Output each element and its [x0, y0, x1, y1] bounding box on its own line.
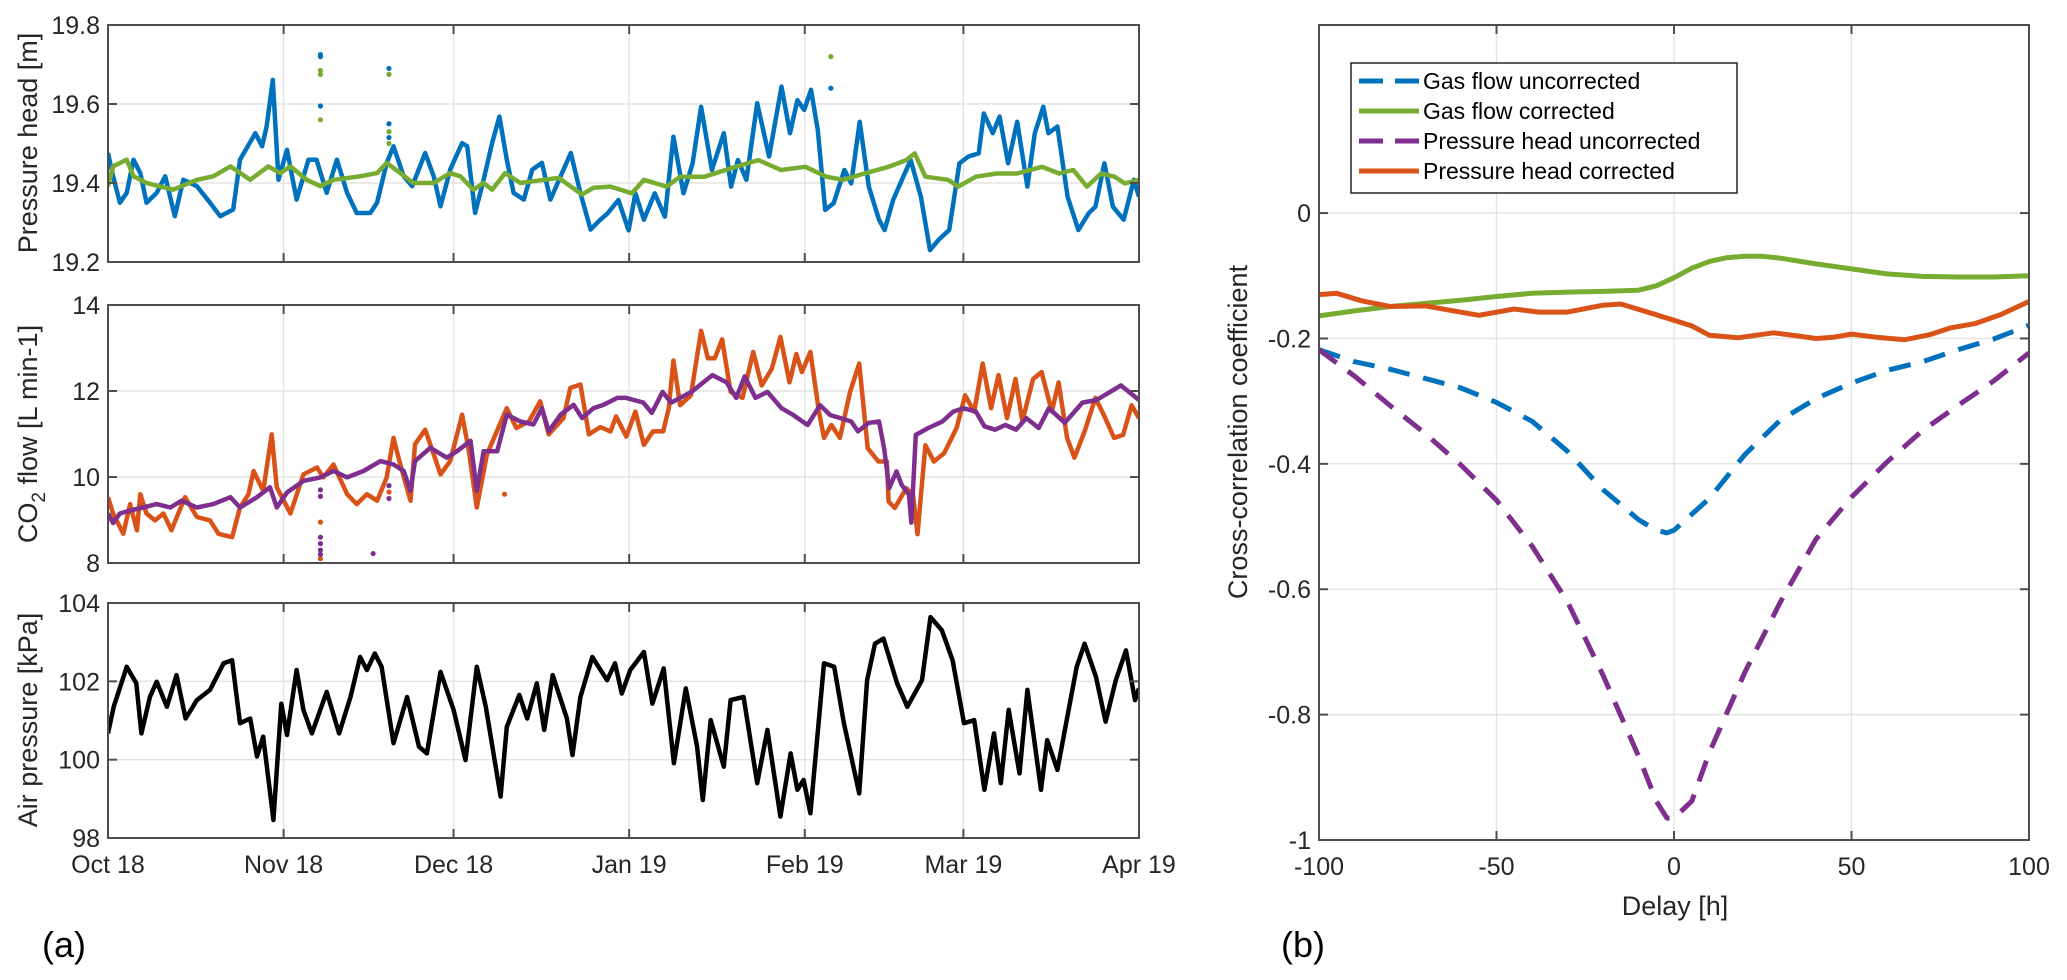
axes-frame: [107, 24, 1140, 263]
y-axis-label-co2-main: CO: [13, 503, 43, 544]
outlier-point: [386, 140, 392, 147]
y-tick-label: 100: [58, 747, 100, 775]
axes-frame: [107, 602, 1140, 839]
outlier-point: [501, 491, 508, 497]
outlier-point: [386, 71, 392, 77]
x-axis-label-delay: Delay [h]: [1622, 891, 1729, 921]
outlier-point: [317, 534, 324, 540]
x-tick-label: Feb 19: [766, 851, 844, 879]
outlier-point: [317, 71, 324, 77]
y-tick-label: 10: [72, 464, 100, 492]
y-tick-label: -0.2: [1268, 325, 1311, 353]
outlier-point: [386, 495, 392, 502]
legend-label: Pressure head uncorrected: [1423, 128, 1700, 154]
y-axis-label-co2-flow: CO2 flow [L min-1]: [13, 325, 50, 543]
outlier-point: [317, 117, 324, 123]
y-tick-label: -0.6: [1268, 576, 1311, 604]
y-tick-label: 19.4: [51, 170, 100, 198]
legend-label: Pressure head corrected: [1423, 158, 1675, 184]
outlier-point: [386, 65, 392, 72]
y-tick-label: 102: [58, 668, 100, 696]
outlier-point: [386, 483, 392, 489]
y-tick-label: 104: [58, 590, 100, 618]
y-tick-label: 12: [72, 378, 100, 406]
x-tick-label: 0: [1667, 853, 1681, 881]
x-tick-label: Apr 19: [1102, 851, 1176, 879]
y-axis-label-air-pressure: Air pressure [kPa]: [13, 613, 43, 828]
outlier-point: [317, 67, 324, 74]
outlier-point: [317, 556, 324, 562]
x-tick-label: 50: [1838, 853, 1866, 881]
series-line-gas-flow-corrected: [1319, 253, 2029, 319]
y-axis-label-co2-sub: 2: [29, 492, 50, 503]
series-line-co2-flow-orange-: [108, 328, 1139, 540]
y-tick-label: 19.6: [51, 91, 100, 119]
series-line-pressure-head-uncorrected-blue-: [108, 77, 1139, 253]
panel-cross_correlation: -100 -50 0 50 100 -1 -0.8 -0.6 -0.4 -0.2 0: [1268, 24, 2050, 881]
y-tick-label: 98: [72, 825, 100, 853]
legend: Gas flow uncorrected Gas flow corrected Pr…: [1350, 62, 1738, 194]
series-line-pressure-head-corrected-green-: [108, 151, 1139, 197]
panel-label-a: (a): [42, 924, 86, 965]
series-line-gas-flow-uncorrected: [1319, 322, 2029, 536]
outlier-point: [317, 551, 324, 558]
outlier-point: [317, 103, 324, 109]
x-tick-label: Mar 19: [924, 851, 1002, 879]
y-tick-label: -1: [1289, 827, 1311, 855]
outlier-point: [370, 550, 376, 557]
y-tick-label: 14: [72, 292, 100, 320]
x-tick-label: Jan 19: [592, 851, 667, 879]
outlier-point: [317, 54, 324, 60]
y-axis-label-pressure-head: Pressure head [m]: [13, 33, 43, 254]
x-tick-label: -50: [1478, 853, 1514, 881]
outlier-point: [386, 129, 392, 135]
series-line-pressure-head-corrected: [1319, 290, 2029, 343]
x-tick-label: 100: [2008, 853, 2050, 881]
y-tick-label: -0.4: [1268, 451, 1311, 479]
series-line-air-pressure: [108, 614, 1139, 823]
legend-label: Gas flow corrected: [1423, 98, 1615, 124]
outlier-point: [828, 54, 834, 60]
y-axis-label-co2-rest: flow [L min-1]: [13, 325, 43, 492]
outlier-point: [317, 547, 324, 553]
x-tick-label: Nov 18: [244, 851, 323, 879]
outlier-point: [386, 489, 392, 495]
outlier-point: [386, 134, 392, 141]
panel-co2_flow: 8 10 12 14: [72, 292, 1140, 578]
x-tick-label: Dec 18: [414, 851, 493, 879]
panel-air_pressure: Oct 18 Nov 18 Dec 18 Jan 19 Feb 19 Mar 19 Apr …: [58, 590, 1176, 879]
legend-label: Gas flow uncorrected: [1423, 68, 1640, 94]
outlier-point: [828, 85, 834, 91]
outlier-point: [317, 519, 324, 525]
axes-frame: [107, 304, 1140, 564]
x-tick-label: -100: [1294, 853, 1344, 881]
x-tick-label: Oct 18: [71, 851, 145, 879]
panel-label-b: (b): [1281, 924, 1325, 965]
panel-pressure_head: 19.2 19.4 19.6 19.8: [51, 12, 1140, 277]
y-tick-label: 0: [1297, 200, 1311, 228]
y-tick-label: 19.2: [51, 249, 100, 277]
y-axis-label-cross-correlation: Cross-correlation coefficient: [1223, 264, 1253, 599]
outlier-point: [317, 487, 324, 493]
outlier-point: [317, 541, 324, 547]
outlier-point: [386, 121, 392, 127]
y-tick-label: 8: [86, 550, 100, 578]
series-line-co2-flow-purple-: [108, 372, 1139, 526]
y-tick-label: 19.8: [51, 12, 100, 40]
y-tick-label: -0.8: [1268, 702, 1311, 730]
outlier-point: [317, 493, 324, 499]
